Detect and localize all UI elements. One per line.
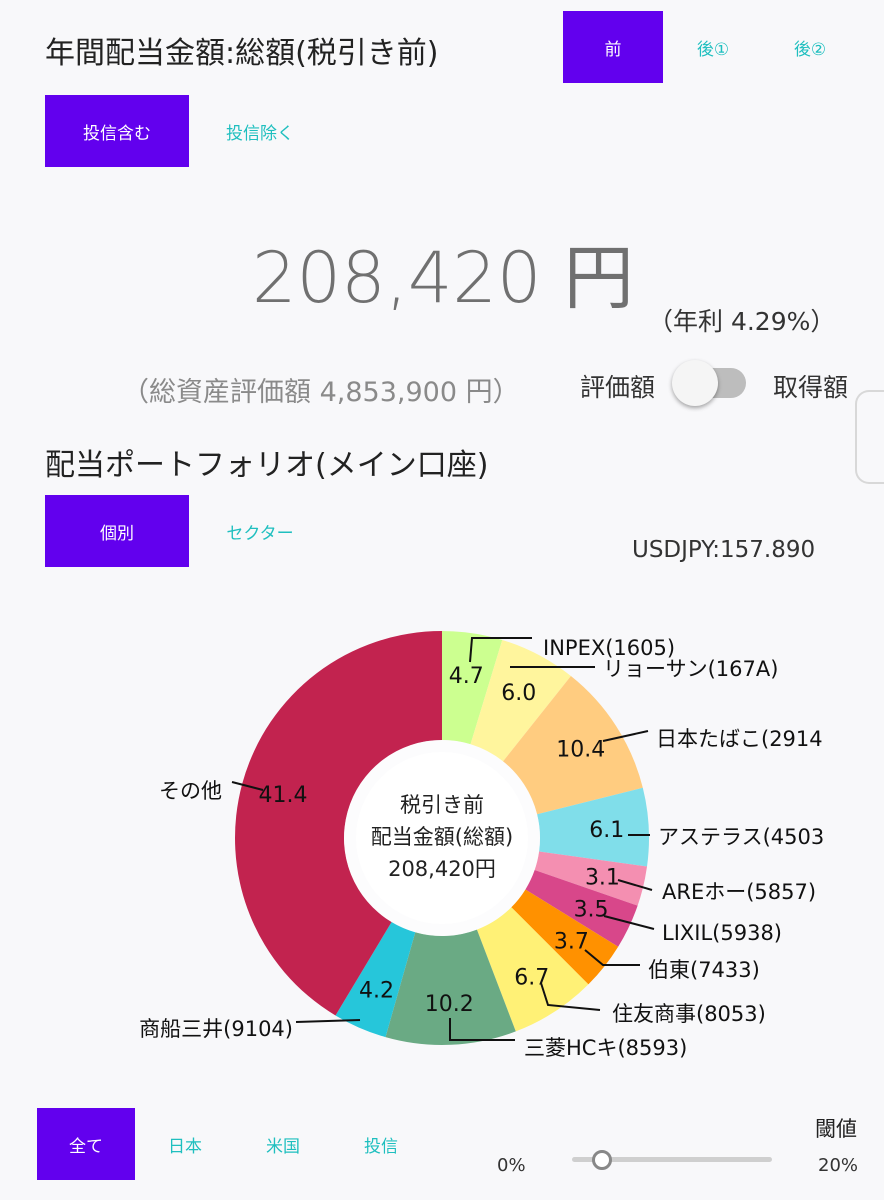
slice-7[interactable] xyxy=(476,907,589,1032)
slice-value-1: 6.0 xyxy=(501,681,536,706)
slice-4[interactable] xyxy=(534,851,648,906)
leader-line-10 xyxy=(231,781,264,791)
slice-10[interactable] xyxy=(235,631,442,1016)
slice-label-8: 三菱HCキ(8593) xyxy=(524,1036,687,1060)
slice-value-9: 4.2 xyxy=(359,978,394,1003)
slice-3[interactable] xyxy=(537,787,649,867)
donut-hole xyxy=(356,752,528,924)
tab-all[interactable]: 全て xyxy=(37,1108,135,1180)
fx-rate: USDJPY:157.890 xyxy=(632,537,816,563)
slice-8[interactable] xyxy=(385,929,516,1045)
toggle-label-cost: 取得額 xyxy=(773,373,849,402)
slice-label-9: 商船三井(9104) xyxy=(139,1017,293,1041)
slice-5[interactable] xyxy=(525,870,638,947)
valuation-toggle-knob[interactable] xyxy=(672,360,718,406)
slice-label-5: LIXIL(5938) xyxy=(662,921,782,945)
tab-tax-after-1[interactable]: 後① xyxy=(696,39,730,60)
page-title: 年間配当金額:総額(税引き前) xyxy=(45,36,439,71)
threshold-label: 閾値 xyxy=(815,1117,857,1141)
annual-yield: （年利 4.29%） xyxy=(648,307,836,336)
toggle-label-valuation: 評価額 xyxy=(580,373,656,402)
threshold-min: 0% xyxy=(497,1155,526,1176)
slice-value-10: 41.4 xyxy=(258,783,307,808)
tab-japan[interactable]: 日本 xyxy=(168,1136,202,1157)
slice-value-3: 6.1 xyxy=(589,818,624,843)
leader-line-8 xyxy=(449,1018,515,1041)
center-line-1: 税引き前 xyxy=(400,793,484,817)
slice-1[interactable] xyxy=(470,639,571,762)
slice-0[interactable] xyxy=(442,630,503,745)
portfolio-title: 配当ポートフォリオ(メイン口座) xyxy=(45,448,489,483)
slice-value-8: 10.2 xyxy=(425,992,474,1017)
slice-value-5: 3.5 xyxy=(574,898,609,923)
slice-label-4: AREホー(5857) xyxy=(662,880,816,904)
tab-tax-after-2[interactable]: 後② xyxy=(793,39,827,60)
leader-line-9 xyxy=(295,1019,361,1023)
center-line-2: 配当金額(総額) xyxy=(371,825,513,849)
slice-label-7: 住友商事(8053) xyxy=(612,1002,766,1026)
slice-value-0: 4.7 xyxy=(449,664,484,689)
leader-line-2 xyxy=(602,730,649,742)
slice-label-2: 日本たばこ(2914 xyxy=(656,727,823,751)
threshold-max: 20% xyxy=(818,1155,859,1176)
slice-value-2: 10.4 xyxy=(556,738,605,763)
slice-label-0: INPEX(1605) xyxy=(543,636,675,660)
tab-individual[interactable]: 個別 xyxy=(45,495,189,567)
leader-line-7 xyxy=(540,982,601,1011)
slice-value-6: 3.7 xyxy=(554,929,589,954)
leader-line-4 xyxy=(617,879,653,891)
leader-line-6 xyxy=(584,949,640,966)
center-line-3: 208,420円 xyxy=(388,857,496,881)
tab-sector[interactable]: セクター xyxy=(226,523,294,544)
threshold-slider-knob[interactable] xyxy=(592,1150,612,1170)
tab-funds[interactable]: 投信 xyxy=(364,1136,398,1157)
slice-6[interactable] xyxy=(511,889,619,985)
dividend-donut-chart: 4.7 6.0 10.4 6.1 3.1 3.5 3.76.7 10.2 4.2 41.4 INP… xyxy=(139,630,824,1060)
slice-label-6: 伯東(7433) xyxy=(648,958,760,982)
slice-label-1: リョーサン(167A) xyxy=(603,657,778,681)
tab-exclude-funds[interactable]: 投信除く xyxy=(226,123,294,144)
slice-9[interactable] xyxy=(335,922,416,1038)
leader-line-0 xyxy=(469,637,532,663)
total-assets: （総資産評価額 4,853,900 円） xyxy=(122,377,520,408)
edge-panel-handle[interactable] xyxy=(855,390,884,484)
threshold-slider[interactable] xyxy=(572,1157,772,1162)
annual-dividend-amount: 208,420 円 xyxy=(252,237,634,319)
slice-label-3: アステラス(4503 xyxy=(658,825,824,849)
tab-include-funds[interactable]: 投信含む xyxy=(45,95,189,167)
tab-tax-before[interactable]: 前 xyxy=(563,11,663,83)
slice-value-7: 6.7 xyxy=(514,965,549,990)
slice-value-4: 3.1 xyxy=(585,866,620,891)
tab-us[interactable]: 米国 xyxy=(266,1136,300,1157)
leader-line-5 xyxy=(603,915,655,930)
slice-2[interactable] xyxy=(503,676,643,815)
slice-label-10: その他 xyxy=(159,779,222,803)
